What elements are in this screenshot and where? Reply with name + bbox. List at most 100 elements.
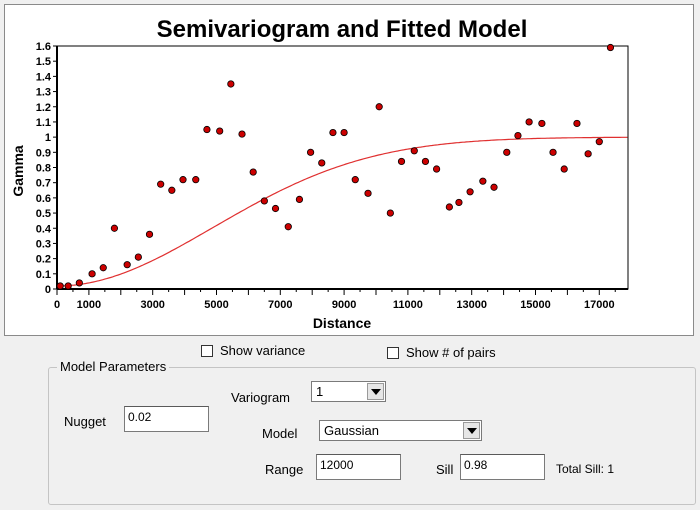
chart-axes: 0 0.1 0.2 0.3 0.4 0.5 0.6 0.7 0.8 0.9 1 1.1 1.2 1.3 1.…: [36, 41, 629, 311]
y-tick-label: 0.7: [36, 178, 51, 190]
show-variance-toggle[interactable]: Show variance: [201, 343, 305, 358]
data-point: [284, 223, 292, 231]
data-point: [123, 261, 131, 269]
data-point: [56, 282, 64, 290]
data-point: [514, 132, 522, 140]
data-point: [99, 264, 107, 272]
data-point: [238, 130, 246, 138]
data-point: [179, 176, 187, 184]
show-pairs-label: Show # of pairs: [406, 345, 496, 360]
x-tick-label: 1000: [77, 299, 101, 311]
sill-input[interactable]: 0.98: [460, 454, 545, 480]
variogram-select[interactable]: 1: [311, 381, 386, 402]
y-tick-label: 0.8: [36, 163, 51, 175]
data-point: [203, 125, 211, 134]
show-variance-checkbox[interactable]: [201, 344, 213, 357]
model-label: Model: [262, 426, 298, 441]
data-point: [560, 165, 568, 173]
data-point: [455, 198, 463, 207]
data-point: [466, 188, 474, 196]
chevron-down-icon[interactable]: [367, 383, 384, 400]
y-tick-label: 0.1: [36, 269, 51, 281]
model-select[interactable]: Gaussian: [319, 420, 482, 441]
data-point: [260, 197, 268, 205]
data-point: [549, 148, 557, 156]
y-tick-label: 1.2: [36, 102, 51, 114]
variogram-label: Variogram: [231, 390, 291, 405]
x-tick-label: 15000: [520, 299, 551, 311]
y-tick-label: 0.3: [36, 238, 51, 250]
y-tick-label: 1.4: [36, 71, 52, 83]
data-point: [249, 168, 257, 176]
variogram-select-value: 1: [316, 384, 324, 399]
data-point: [340, 128, 348, 137]
data-point: [295, 195, 304, 203]
data-point: [606, 43, 615, 52]
data-point: [421, 157, 430, 166]
range-input[interactable]: 12000: [316, 454, 401, 480]
model-parameters-group: Model Parameters Nugget 0.02 Variogram 1…: [48, 359, 696, 505]
data-point: [584, 150, 592, 158]
sill-label: Sill: [436, 462, 454, 477]
data-point: [271, 204, 280, 213]
data-point: [503, 148, 511, 156]
y-tick-label: 1.6: [36, 41, 51, 53]
data-point: [595, 138, 603, 146]
y-tick-label: 0.9: [36, 147, 51, 159]
y-tick-label: 0.5: [36, 208, 51, 220]
total-sill-text: Total Sill: 1: [556, 462, 615, 476]
fitted-model-curve: [57, 136, 628, 287]
data-point: [525, 118, 533, 126]
data-point: [227, 80, 235, 88]
model-select-value: Gaussian: [324, 423, 379, 438]
x-tick-label: 13000: [456, 299, 487, 311]
y-axis-label: Gamma: [10, 145, 26, 197]
model-parameters-title: Model Parameters: [57, 359, 170, 374]
y-tick-label: 1.3: [36, 87, 51, 99]
data-point: [88, 270, 96, 278]
show-pairs-checkbox[interactable]: [387, 346, 399, 359]
data-point: [64, 282, 72, 290]
x-tick-label: 7000: [268, 299, 292, 311]
nugget-input[interactable]: 0.02: [124, 406, 209, 432]
data-point: [145, 230, 154, 238]
semivariogram-chart: Semivariogram and Fitted Model 0 0.1 0.2 0.…: [10, 16, 629, 331]
y-tick-label: 0.6: [36, 193, 51, 205]
y-tick-label: 0.2: [36, 254, 51, 266]
x-tick-label: 9000: [332, 299, 356, 311]
data-point: [134, 253, 142, 261]
y-tick-label: 1.1: [36, 117, 51, 129]
data-point: [351, 176, 359, 184]
y-tick-label: 0.4: [36, 223, 52, 235]
show-pairs-toggle[interactable]: Show # of pairs: [387, 345, 496, 360]
x-tick-label: 3000: [140, 299, 164, 311]
data-point: [364, 189, 372, 197]
data-point: [433, 165, 441, 173]
range-label: Range: [265, 462, 304, 477]
data-point: [192, 176, 200, 184]
data-point: [375, 103, 383, 111]
nugget-label: Nugget: [64, 414, 106, 429]
data-points-layer: [56, 43, 615, 290]
data-point: [307, 148, 315, 156]
y-tick-label: 0: [45, 284, 51, 296]
x-tick-label: 11000: [393, 299, 423, 311]
plot-area-frame: [56, 45, 629, 290]
data-point: [397, 157, 406, 166]
data-point: [157, 180, 165, 188]
show-variance-label: Show variance: [220, 343, 306, 358]
chart-title: Semivariogram and Fitted Model: [157, 16, 528, 43]
data-point: [386, 209, 394, 217]
data-point: [479, 177, 487, 185]
y-tick-label: 1.5: [36, 56, 51, 68]
data-point: [75, 279, 83, 287]
x-tick-label: 0: [54, 299, 60, 311]
data-point: [490, 183, 498, 191]
x-axis-label: Distance: [313, 315, 372, 331]
data-point: [216, 127, 224, 135]
x-tick-label: 17000: [584, 299, 615, 311]
chevron-down-icon[interactable]: [463, 422, 480, 439]
fitted-model-layer: [57, 136, 628, 287]
data-point: [410, 147, 418, 155]
x-tick-label: 5000: [204, 299, 228, 311]
